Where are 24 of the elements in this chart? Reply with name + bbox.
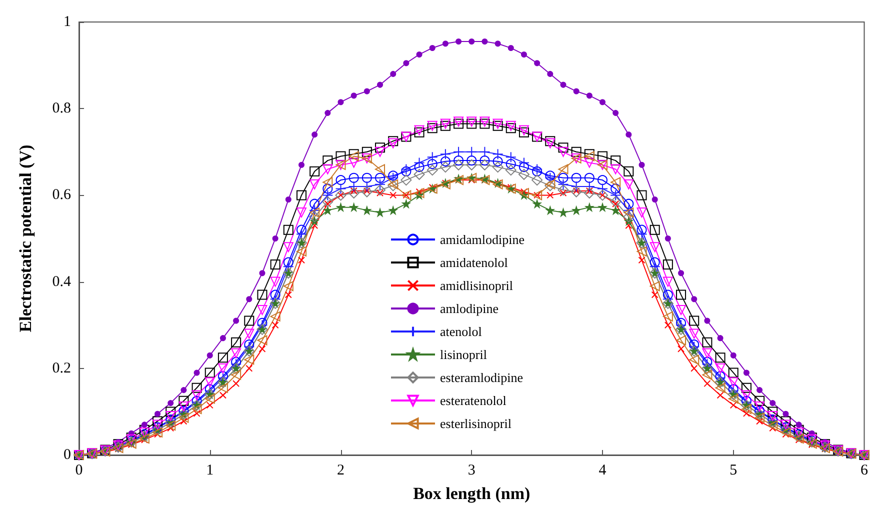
legend-label: amlodipine — [440, 301, 499, 316]
y-tick-label: 0 — [64, 447, 71, 463]
legend-label: esteramlodipine — [440, 370, 524, 385]
legend-label: lisinopril — [440, 347, 488, 362]
legend-label: esterlisinopril — [440, 416, 512, 431]
y-tick-label: 0.4 — [52, 274, 72, 290]
legend-label: amidlisinopril — [440, 278, 514, 293]
x-tick-label: 6 — [860, 462, 868, 478]
x-tick-label: 0 — [75, 462, 83, 478]
x-tick-label: 1 — [206, 462, 214, 478]
x-axis-title: Box length (nm) — [413, 484, 530, 503]
y-tick-label: 0.2 — [52, 360, 71, 376]
legend-label: esteratenolol — [440, 393, 507, 408]
x-tick-label: 3 — [468, 462, 476, 478]
y-tick-label: 0.6 — [52, 187, 72, 204]
x-tick-label: 4 — [598, 462, 607, 478]
x-tick-label: 5 — [730, 462, 738, 478]
y-tick-label: 0.8 — [52, 100, 71, 117]
legend-label: atenolol — [440, 324, 482, 339]
legend-label: amidatenolol — [440, 255, 508, 270]
x-tick-label: 2 — [337, 462, 344, 478]
y-axis-title: Electrostatic potential (V) — [16, 144, 35, 332]
legend-label: amidamlodipine — [440, 232, 525, 247]
y-tick-label: 1 — [64, 14, 71, 30]
